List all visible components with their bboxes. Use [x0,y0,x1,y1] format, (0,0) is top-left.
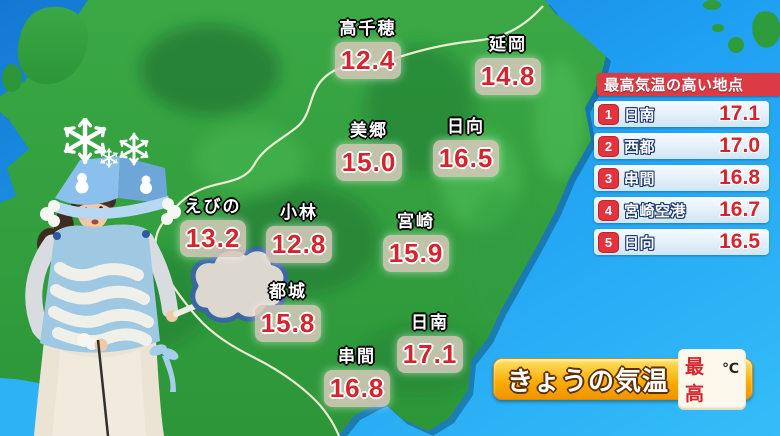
presenter-figure [25,118,289,436]
shoulder-bow [53,232,61,240]
rank-temp: 17.1 [719,102,760,125]
snowman-print-icon [75,173,152,194]
station-miyakonojo: 都城 15.8 [255,277,321,342]
station-nobeoka: 延岡 14.8 [475,30,541,95]
rank-temp: 16.5 [719,230,760,253]
rank-badge: 1 [599,104,618,124]
station-miyazaki: 宮崎 15.9 [383,207,449,272]
max-badge: 最高 ℃ [678,348,746,410]
islands [2,0,780,92]
rank-badge: 3 [599,168,618,188]
station-name: 美郷 [350,121,388,140]
rank-temp: 16.7 [719,198,760,221]
station-kushima: 串間 16.8 [324,342,390,407]
snowflake-icon [66,118,104,162]
pointer-stick [96,339,110,436]
rank-badge: 2 [599,136,618,156]
ranking-row: 3 串間 16.8 [594,165,769,191]
max-label: 最高 [685,356,705,405]
rank-badge: 5 [599,232,618,252]
station-temp: 16.5 [433,140,499,177]
todays-temperature-banner: きょうの気温 最高 ℃ [493,348,753,410]
rank-badge: 4 [599,200,618,220]
station-name: 日南 [411,313,449,332]
banner-title: きょうの気温 [507,365,670,396]
presenter-hat [40,118,181,227]
ranking-row: 5 日向 16.5 [594,229,769,255]
station-temp: 15.0 [336,144,402,181]
station-temp: 13.2 [180,220,246,257]
station-temp: 17.1 [397,336,463,373]
station-temp: 15.9 [383,235,449,272]
ranking-row: 4 宮崎空港 16.7 [594,197,769,223]
station-misato: 美郷 15.0 [336,116,402,181]
shoulder-bow [142,230,150,238]
prefecture-border [154,5,544,436]
station-kobayashi: 小林 12.8 [266,198,332,263]
station-temp: 15.8 [255,305,321,342]
ranking-title: 最高気温の高い地点 [604,77,744,94]
rank-place: 日向 [624,234,656,252]
ranking-panel: 最高気温の高い地点 1 日南 17.1 2 西都 17.0 3 串間 16.8 … [594,73,780,255]
station-nichinan: 日南 17.1 [397,308,463,373]
rank-place: 日南 [624,106,656,124]
hat-fluff-trim [40,198,181,227]
presenter-left-arm [138,232,178,318]
waist-ribbon [149,344,179,392]
ranking-rows: 1 日南 17.1 2 西都 17.0 3 串間 16.8 4 宮崎空港 16.… [594,101,780,255]
station-temp: 16.8 [324,370,390,407]
station-name: 日向 [447,117,485,136]
vest-fluff-trim [48,262,154,348]
ranking-row: 2 西都 17.0 [594,133,769,159]
station-hyuga: 日向 16.5 [433,112,499,177]
station-name: 高千穂 [339,19,397,38]
station-name: 小林 [280,203,318,222]
presenter-right-hand [94,338,108,352]
presenter-apron [52,349,146,436]
ranking-panel-header: 最高気温の高い地点 [597,73,780,96]
celsius-unit: ℃ [722,359,739,376]
rank-place: 宮崎空港 [624,202,687,220]
station-name: 都城 [269,282,307,301]
station-takachiho: 高千穂 12.4 [335,14,401,79]
rank-place: 西都 [624,138,656,156]
station-temp: 12.4 [335,42,401,79]
station-name: 串間 [338,347,376,366]
station-name: 宮崎 [397,212,435,231]
rank-temp: 17.0 [719,134,760,157]
station-temp: 14.8 [475,58,541,95]
station-name: えびの [184,197,242,216]
station-name: 延岡 [489,35,527,54]
rank-temp: 16.8 [719,166,760,189]
station-temp: 12.8 [266,226,332,263]
rank-place: 串間 [624,170,656,188]
ranking-row: 1 日南 17.1 [594,101,769,127]
station-ebino: えびの 13.2 [180,192,246,257]
